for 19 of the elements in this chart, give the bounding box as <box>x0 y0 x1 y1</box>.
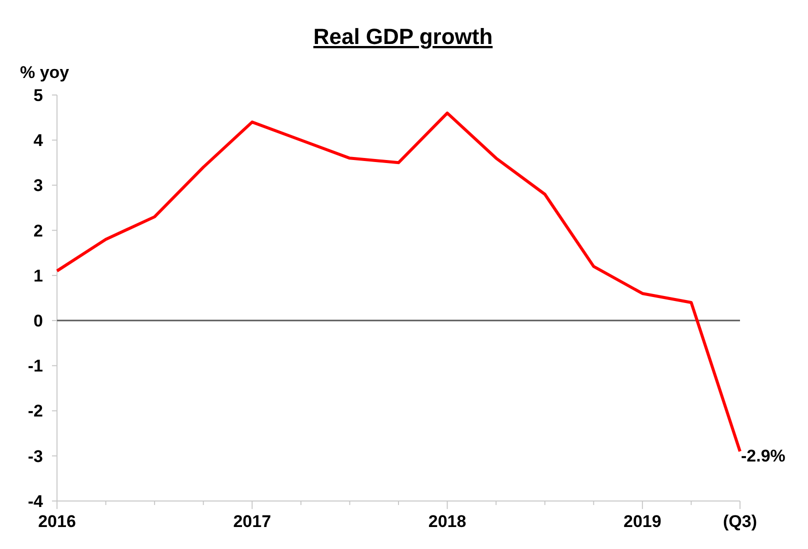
y-tick-label: 3 <box>34 176 43 196</box>
x-tick-label: 2019 <box>624 512 662 531</box>
y-tick-label: 5 <box>34 86 43 105</box>
x-tick-label: 2016 <box>38 512 76 531</box>
y-tick-label: -2 <box>28 402 43 421</box>
x-tick-label: 2017 <box>233 512 272 531</box>
annotation: -2.9% <box>741 446 786 466</box>
x-tick-label: (Q3) <box>723 512 757 531</box>
line-series <box>56 112 742 453</box>
y-axis-title: % yoy <box>20 63 70 82</box>
y-tick-label: 1 <box>34 266 43 286</box>
x-tick-label: 2018 <box>428 512 466 531</box>
y-tick-label: 2 <box>34 221 43 240</box>
y-tick-label: -4 <box>28 492 44 511</box>
y-tick-label: -1 <box>28 356 43 376</box>
y-tick-label: 4 <box>34 131 44 150</box>
y-tick-label: 0 <box>34 312 43 331</box>
chart-title: Real GDP growth <box>313 24 493 49</box>
y-tick-label: -3 <box>28 446 43 466</box>
